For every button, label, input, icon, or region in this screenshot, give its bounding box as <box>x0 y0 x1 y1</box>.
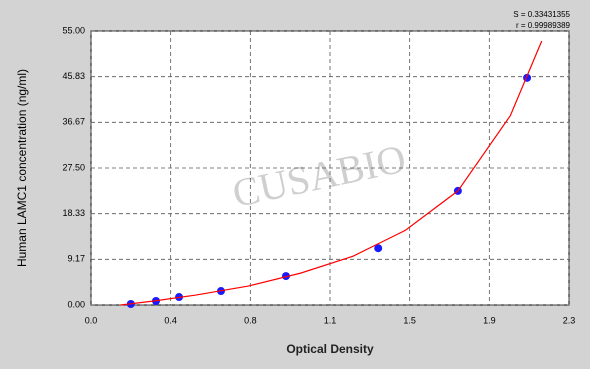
x-tick-label: 1.9 <box>483 315 496 325</box>
x-tick-label: 0.0 <box>85 315 98 325</box>
annotation: r = 0.99989389 <box>516 21 571 30</box>
point <box>374 244 383 253</box>
y-tick-label: 27.50 <box>62 162 85 172</box>
y-tick-label: 18.33 <box>62 208 85 218</box>
x-tick-label: 0.4 <box>164 315 177 325</box>
annotation: S = 0.33431355 <box>513 10 570 19</box>
y-tick-label: 55.00 <box>62 25 85 35</box>
x-axis-title: Optical Density <box>286 342 374 356</box>
point <box>281 272 290 281</box>
x-tick-label: 1.5 <box>403 315 416 325</box>
y-axis-title: Human LAMC1 concentration (ng/ml) <box>15 69 29 267</box>
y-tick-label: 0.00 <box>67 299 85 309</box>
fit-curve <box>120 40 543 306</box>
y-tick-label: 45.83 <box>62 71 85 81</box>
x-tick-label: 0.8 <box>244 315 257 325</box>
x-tick-label: 1.1 <box>324 315 337 325</box>
y-tick-label: 36.67 <box>62 117 85 127</box>
x-tick-label: 2.3 <box>563 315 576 325</box>
y-tick-label: 9.17 <box>67 254 85 264</box>
